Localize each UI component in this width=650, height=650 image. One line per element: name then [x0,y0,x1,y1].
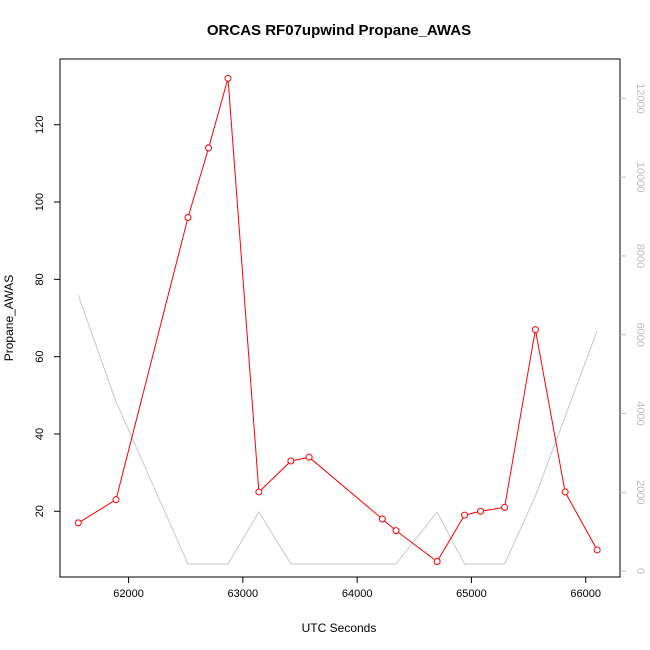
chart-title: ORCAS RF07upwind Propane_AWAS [207,22,471,39]
y2-tick-label: 8000 [634,244,646,268]
y2-tick-label: 2000 [634,480,646,504]
data-point [531,326,539,334]
y-tick-label: 100 [34,193,46,211]
y-tick-label: 120 [34,116,46,134]
x-axis: 62000 63000 64000 65000 66000 [113,577,601,600]
data-point [184,213,192,221]
data-point [224,74,232,82]
x-tick-label: 66000 [570,588,601,600]
data-point [477,507,485,515]
y2-tick-label: 0 [634,568,646,574]
data-point [74,519,82,527]
data-point [305,453,313,461]
x-axis-label: UTC Seconds [302,621,377,635]
data-point [392,527,400,535]
data-point [433,558,441,566]
y2-tick-label: 10000 [634,162,646,193]
x-tick-label: 65000 [456,588,487,600]
series-line-secondary [77,295,598,565]
y-tick-label: 80 [34,273,46,285]
data-point [112,496,120,504]
series-line-primary [78,78,598,563]
x-tick-label: 64000 [342,588,373,600]
x-tick-label: 63000 [228,588,259,600]
x-tick-label: 62000 [113,588,144,600]
y-tick-label: 60 [34,351,46,363]
data-point [501,503,509,511]
series-layer [74,74,601,566]
y2-tick-label: 4000 [634,401,646,425]
data-point [561,488,569,496]
data-point [378,515,386,523]
y2-tick-label: 6000 [634,322,646,346]
data-point [205,144,213,152]
plot-frame [59,58,621,578]
data-point [287,457,295,465]
data-point [593,546,601,554]
y-axis-left: 20 40 60 80 100 120 [34,116,60,517]
y-tick-label: 20 [34,505,46,517]
data-point [461,511,469,519]
y-tick-label: 40 [34,428,46,440]
y-axis-right: 0 2000 4000 6000 8000 10000 12000 [620,83,646,574]
y-axis-label: Propane_AWAS [2,275,16,362]
y2-tick-label: 12000 [634,83,646,114]
data-point [255,488,263,496]
